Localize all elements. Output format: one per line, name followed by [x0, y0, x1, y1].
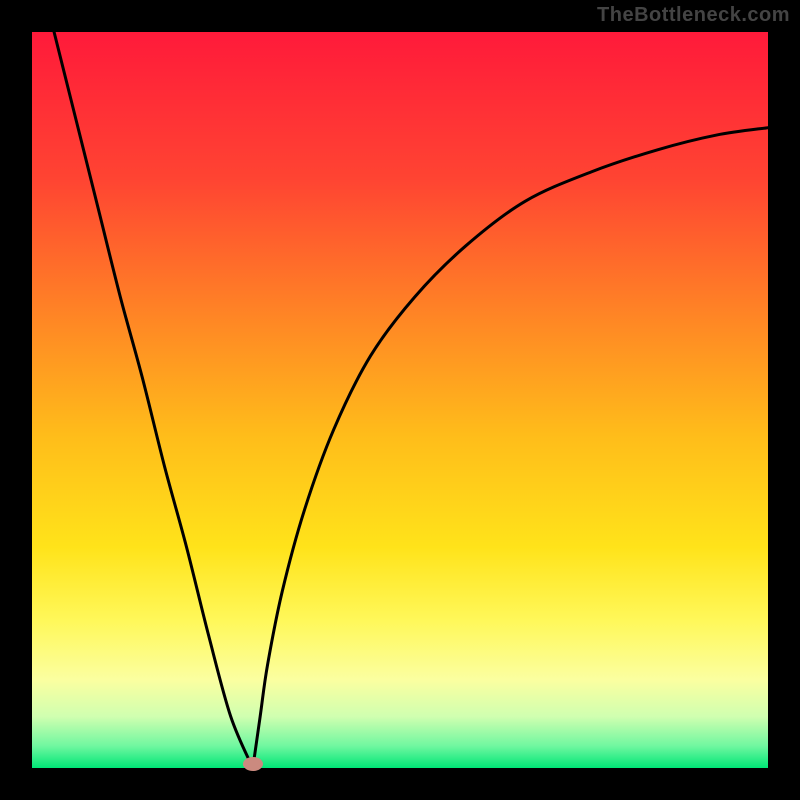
bottleneck-curve [32, 32, 768, 768]
chart-container: TheBottleneck.com [0, 0, 800, 800]
plot-area [32, 32, 768, 768]
optimal-point-marker [243, 757, 263, 771]
watermark-text: TheBottleneck.com [597, 4, 790, 27]
